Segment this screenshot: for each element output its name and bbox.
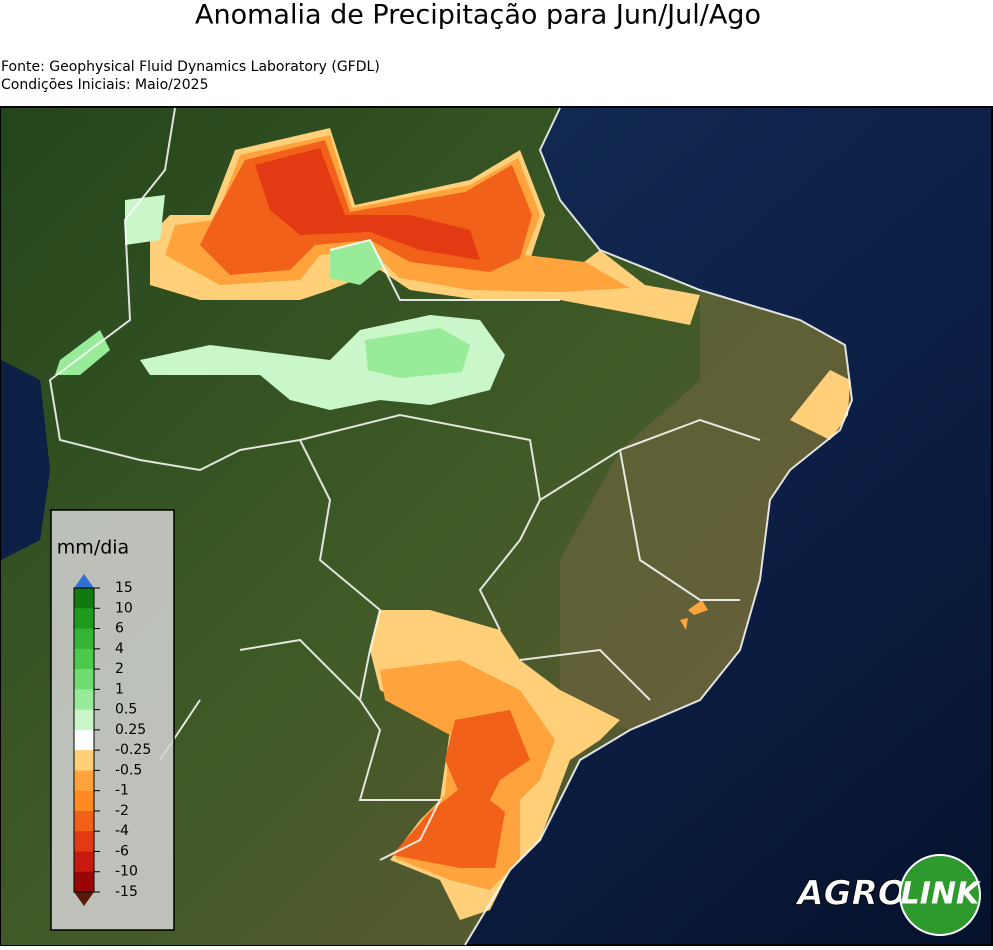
colorbar-label: 10 xyxy=(115,600,133,616)
colorbar-label: 4 xyxy=(115,641,124,657)
colorbar-segment xyxy=(74,831,94,852)
map xyxy=(0,106,993,946)
colorbar-label: -0.5 xyxy=(115,762,142,778)
anomaly-ne xyxy=(790,370,850,440)
colorbar-label: 0.5 xyxy=(115,702,137,718)
colorbar-segment xyxy=(74,810,94,832)
colorbar-under xyxy=(74,892,94,906)
colorbar-segment xyxy=(74,608,94,630)
pacific xyxy=(1,360,50,560)
colorbar-label: -1 xyxy=(115,783,129,799)
colorbar-segment xyxy=(74,790,94,812)
colorbar-label: -0.25 xyxy=(115,742,151,758)
logo-right: LINK xyxy=(901,877,982,912)
colorbar-label: -2 xyxy=(115,803,129,819)
colorbar-label: 15 xyxy=(115,580,133,596)
colorbar-label: 0.25 xyxy=(115,722,146,738)
anomaly-se xyxy=(680,600,708,630)
colorbar-label: -4 xyxy=(115,823,129,839)
borders xyxy=(48,107,854,946)
colorbar-outline xyxy=(73,587,95,893)
header-bg xyxy=(0,0,993,107)
colorbar-segment xyxy=(74,750,94,771)
colorbar-segment xyxy=(74,669,94,690)
legend: mm/dia 15 10 6 4 2 1 0.5 0.25 -0.25 -0.5 -1 -2 -4 -6 -… xyxy=(50,509,175,931)
colorbar-segment xyxy=(74,689,94,711)
colorbar-segment xyxy=(74,588,94,609)
colorbar-segment xyxy=(74,851,94,873)
logo-circle xyxy=(899,854,981,936)
colorbar-segment xyxy=(74,648,94,670)
anomaly-north-4 xyxy=(255,148,480,260)
colorbar-over xyxy=(74,574,94,588)
anomaly-wet-west xyxy=(55,330,110,375)
initial-conditions: Condições Iniciais: Maio/2025 xyxy=(1,77,208,93)
logo: AGRO LINK xyxy=(794,854,982,936)
colorbar-label: -6 xyxy=(115,843,129,859)
land xyxy=(1,108,852,945)
anomaly-wet-2 xyxy=(365,328,470,378)
anomaly-wet-nw xyxy=(125,195,165,245)
colorbar-label: 2 xyxy=(115,661,124,677)
colorbar-segment xyxy=(74,729,94,751)
legend-title: mm/dia xyxy=(57,537,129,559)
colorbar-segment xyxy=(74,871,94,893)
colorbar-label: -15 xyxy=(115,884,138,900)
colorbar-segment xyxy=(74,709,94,731)
colorbar-segment xyxy=(74,770,94,792)
source: Fonte: Geophysical Fluid Dynamics Labora… xyxy=(1,59,380,75)
colorbar-label: -10 xyxy=(115,864,138,880)
logo-left: AGRO xyxy=(794,874,906,914)
colorbar-label: 6 xyxy=(115,621,124,637)
colorbar-segment xyxy=(74,628,94,650)
colorbar-label: 1 xyxy=(115,681,124,697)
legend-box xyxy=(50,509,175,931)
title: Anomalia de Precipitação para Jun/Jul/Ag… xyxy=(195,0,761,31)
anomaly-green-small xyxy=(330,240,385,285)
dry-land xyxy=(560,290,852,730)
